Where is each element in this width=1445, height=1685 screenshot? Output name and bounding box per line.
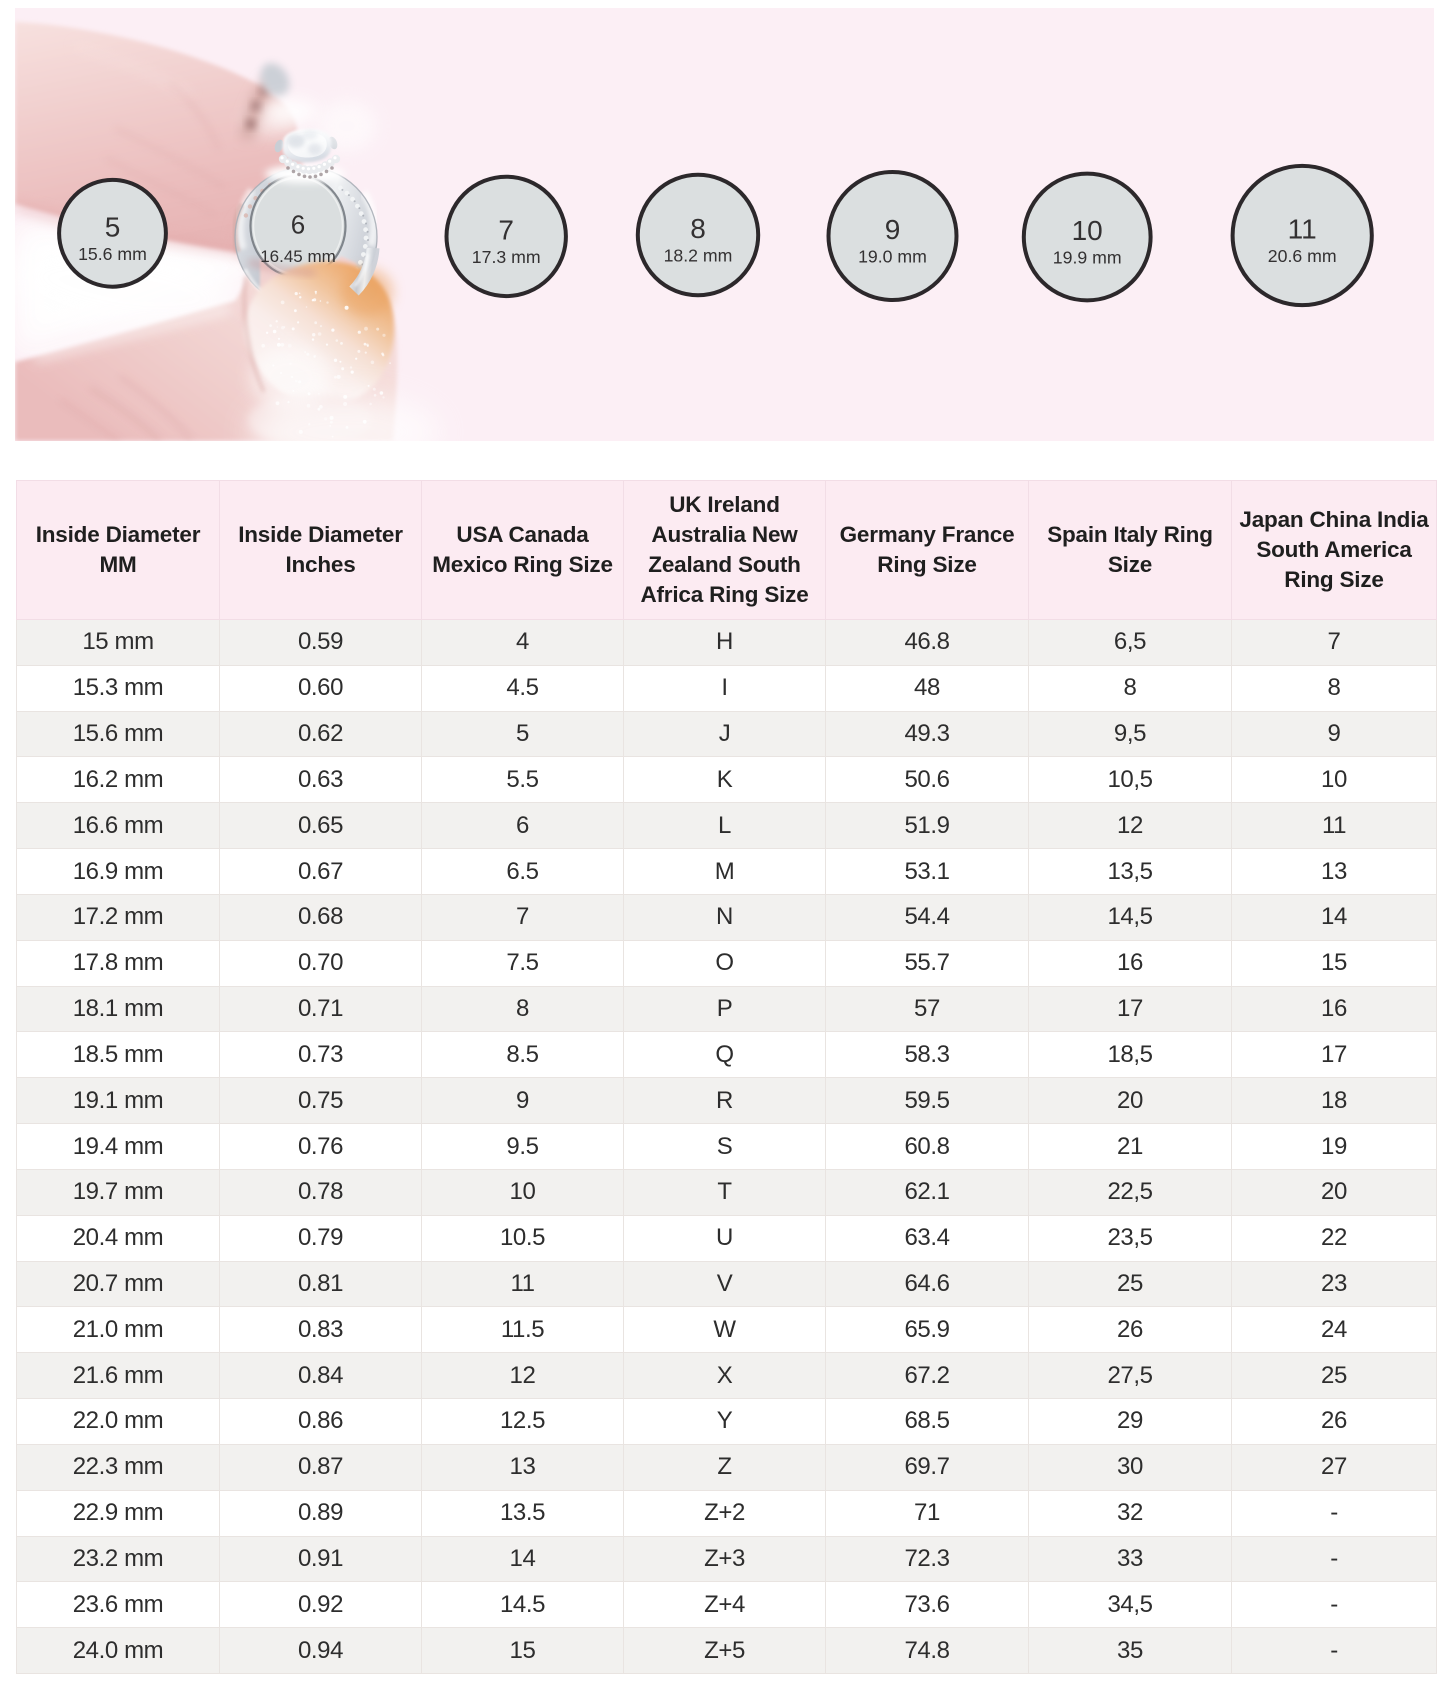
svg-text:9: 9 [885,214,901,245]
svg-text:18.2 mm: 18.2 mm [664,246,733,266]
svg-text:20.6 mm: 20.6 mm [1268,246,1337,266]
svg-text:17.3 mm: 17.3 mm [472,247,541,267]
svg-text:15.6 mm: 15.6 mm [78,244,147,264]
svg-text:19.9 mm: 19.9 mm [1053,248,1122,268]
svg-text:10: 10 [1072,215,1103,246]
svg-text:16.45 mm: 16.45 mm [260,247,336,266]
svg-text:6: 6 [291,209,305,239]
svg-text:7: 7 [498,214,514,245]
svg-text:11: 11 [1288,214,1317,245]
svg-text:8: 8 [690,213,706,244]
svg-text:19.0 mm: 19.0 mm [858,247,927,267]
svg-text:5: 5 [105,211,121,242]
